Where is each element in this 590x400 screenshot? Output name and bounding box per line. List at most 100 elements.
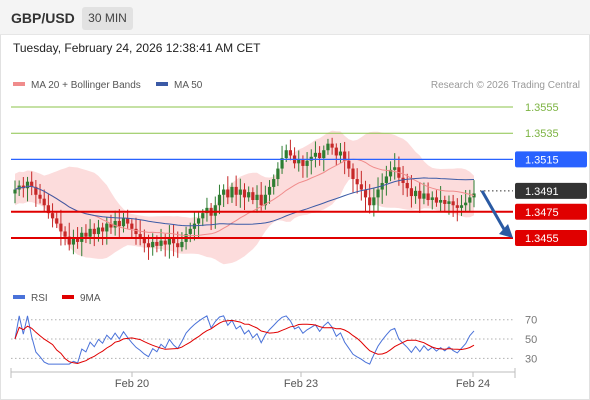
candle-body (318, 152, 322, 159)
candle-body (347, 160, 351, 169)
candle-body (393, 167, 397, 170)
x-tick-label: Feb 24 (456, 378, 490, 390)
candle-body (368, 197, 372, 206)
candle-body (297, 159, 301, 164)
legend-rsi: RSI (13, 293, 48, 304)
candle-body (130, 223, 134, 229)
rsi-ma-swatch (62, 295, 74, 300)
candle-body (459, 205, 464, 208)
candle-body (126, 218, 130, 224)
level-label-1.3491: 1.3491 (525, 186, 559, 198)
rsi-swatch (13, 295, 25, 300)
candle-body (117, 220, 121, 227)
ma20-label: MA 20 + Bollinger Bands (31, 80, 141, 91)
timeframe-badge[interactable]: 30 MIN (82, 7, 133, 30)
legend-rsi-ma: 9MA (62, 293, 101, 304)
rsi-level-label-30: 30 (525, 353, 537, 365)
rsi-level-label-50: 50 (525, 334, 537, 346)
candle-body (455, 205, 459, 208)
candle-body (159, 240, 163, 246)
candle-body (30, 181, 34, 187)
candle-body (251, 192, 255, 201)
candle-body (359, 184, 363, 190)
research-credit: Research © 2026 Trading Central (430, 80, 580, 91)
candle-body (430, 197, 434, 201)
candle-body (343, 151, 347, 161)
candle-body (163, 240, 167, 245)
candle-body (134, 228, 138, 235)
moving-averages (14, 158, 475, 237)
candle-body (405, 182, 409, 189)
level-label-1.3555: 1.3555 (525, 102, 559, 114)
candle-body (75, 238, 80, 242)
candle-body (96, 227, 101, 235)
candle-body (272, 179, 276, 187)
candle-body (155, 241, 159, 246)
candle-body (176, 243, 180, 248)
level-tag-1.3491 (515, 182, 587, 199)
candle-body (388, 169, 393, 177)
ma50-line (14, 177, 475, 227)
candle-body (55, 218, 59, 224)
candle-body (372, 197, 376, 206)
level-tag-1.3475 (515, 203, 587, 220)
rsi-line (14, 315, 475, 365)
level-label-1.3515: 1.3515 (525, 154, 559, 166)
candle-body (443, 200, 447, 204)
candle-body (426, 193, 430, 201)
candle-body (13, 189, 17, 194)
candle-body (322, 150, 326, 159)
rsi-ma-line (14, 319, 475, 365)
candle-body (422, 193, 426, 199)
x-tick-label: Feb 23 (284, 378, 318, 390)
candle-body (171, 238, 176, 244)
x-tick-label: Feb 20 (115, 378, 149, 390)
price-levels: 1.3555 1.3535 1.3515 1.3491 1.3475 1.3455 (11, 102, 587, 246)
level-label-1.3455: 1.3455 (525, 233, 559, 245)
candle-body (92, 228, 96, 235)
candle-body (192, 223, 197, 229)
candle-body (309, 156, 313, 161)
candle-body (447, 201, 451, 204)
level-label-1.3475: 1.3475 (525, 207, 559, 219)
candle-body (21, 185, 25, 189)
candle-body (121, 218, 126, 227)
candle-body (238, 189, 242, 195)
level-tag-1.3455 (515, 230, 587, 246)
candle-body (464, 202, 468, 206)
candle-body (197, 218, 201, 224)
level-label-1.3535: 1.3535 (525, 128, 559, 140)
candle-body (418, 190, 422, 199)
candle-body (201, 213, 205, 219)
candle-body (468, 197, 472, 203)
rsi-ma-label: 9MA (80, 293, 101, 304)
candle-body (409, 188, 414, 197)
candle-body (263, 194, 267, 206)
candle-body (205, 207, 209, 214)
candle-body (255, 194, 259, 201)
candle-body (50, 213, 55, 219)
candle-body (67, 236, 71, 245)
candle-body (101, 227, 105, 232)
candle-body (363, 189, 368, 198)
candle-body (59, 223, 63, 232)
candle-body (401, 177, 405, 183)
x-axis: Feb 20 Feb 23 Feb 24 (10, 368, 516, 390)
candle-body (167, 238, 171, 245)
candle-body (330, 143, 334, 148)
chart-header: GBP/USD 30 MIN (0, 0, 590, 35)
candle-body (230, 186, 234, 198)
chart-datetime: Tuesday, February 24, 2026 12:38:41 AM C… (13, 41, 261, 55)
candle-body (180, 241, 184, 248)
candle-body (305, 160, 309, 166)
candle-body (113, 220, 117, 228)
candle-body (88, 228, 92, 237)
candle-body (38, 194, 42, 199)
candle-body (384, 176, 388, 183)
candle-body (105, 223, 109, 232)
candle-body (247, 192, 251, 198)
candle-body (71, 238, 76, 245)
candle-body (413, 190, 418, 197)
candle-body (326, 143, 330, 151)
candle-body (222, 189, 226, 195)
